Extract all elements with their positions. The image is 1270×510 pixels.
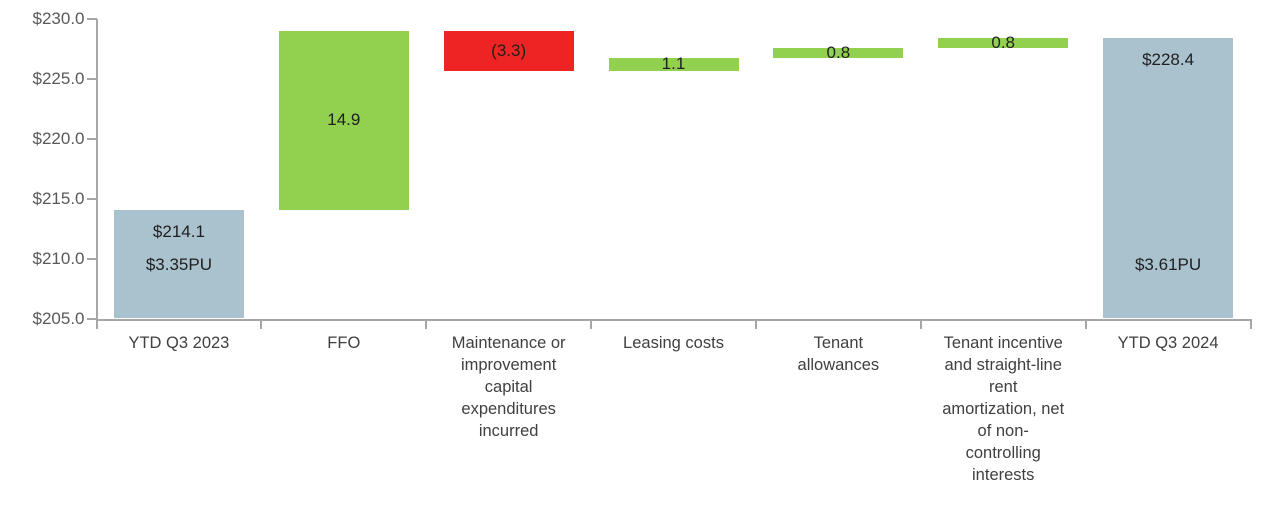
y-axis-label: $215.0 [32,188,85,208]
x-axis-tick [1249,318,1252,329]
y-axis-label: $210.0 [32,248,85,268]
bar-increase [938,38,1069,48]
y-axis-label: $230.0 [32,9,85,29]
x-axis-tick [919,318,922,329]
category-label: Maintenance or improvement capital expen… [451,334,566,440]
y-axis-tick [86,257,97,260]
y-axis-label: $225.0 [32,69,85,89]
bar-per-unit-label: $3.35PU [145,254,213,274]
x-axis-tick [260,318,263,329]
bar-increase [608,57,739,71]
category-label: Leasing costs [623,334,724,352]
bar-total [1103,38,1234,319]
x-axis-tick [1084,318,1087,329]
category-label: Tenant allowances [797,334,880,374]
bar-value-label: 0.8 [991,33,1016,53]
bar-increase [278,31,409,210]
y-axis-tick [86,18,97,21]
category-label: YTD Q3 2024 [1117,334,1219,352]
bar-value-label: $228.4 [1142,50,1195,70]
x-axis-line [95,318,1252,321]
y-axis-tick [86,197,97,200]
bar-total [113,209,244,319]
bar-per-unit-label: $3.61PU [1134,254,1202,274]
bar-value-label: 0.8 [826,42,851,62]
bar-value-label: (3.3) [491,41,527,60]
y-axis-label: $220.0 [32,128,85,148]
category-label: FFO [327,334,361,352]
x-axis-tick [754,318,757,329]
category-label: YTD Q3 2023 [128,334,230,352]
bar-value-label: 1.1 [661,54,686,74]
x-axis-tick [95,318,98,329]
bar-decrease [443,31,574,71]
x-axis-tick [590,318,593,329]
y-axis-tick [86,137,97,140]
bar-increase [773,48,904,58]
x-axis-tick [425,318,428,329]
bar-value-label: 14.9 [327,110,361,130]
bar-value-label: $214.1 [152,221,205,241]
y-axis-tick [86,78,97,81]
y-axis-line [95,19,98,321]
y-axis-label: $205.0 [32,308,85,328]
y-axis-tick [86,317,97,320]
category-label: Tenant incentive and straight-line rent … [942,334,1065,484]
